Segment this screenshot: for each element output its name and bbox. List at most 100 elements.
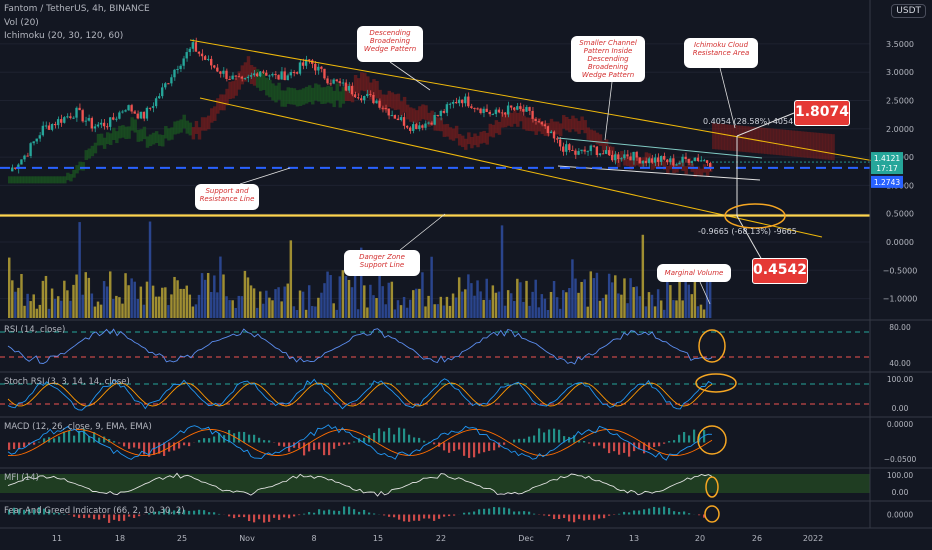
ichimoku-cloud-segment [669, 160, 673, 170]
volume-bar [690, 294, 694, 318]
note-marginal-volume[interactable]: Marginal Volume [657, 264, 731, 282]
candle-body [38, 135, 41, 139]
histogram-bar [53, 512, 56, 515]
candle-body [295, 72, 299, 74]
candle-body [506, 105, 510, 115]
note-smaller-channel[interactable]: Smaller Channel Pattern Inside Descendin… [571, 36, 645, 82]
histogram-bar [488, 508, 491, 515]
ichimoku-cloud-segment [727, 124, 731, 151]
candle-body [14, 167, 17, 169]
volume-legend[interactable]: Vol (20) [4, 18, 39, 28]
volume-bar [369, 284, 372, 318]
volume-bar [23, 305, 26, 318]
histogram-bar [658, 442, 661, 447]
histogram-bar [433, 442, 436, 445]
indicator-highlight-circle[interactable] [697, 425, 727, 455]
histogram-bar [163, 442, 166, 456]
ichimoku-cloud-segment [292, 88, 297, 105]
volume-bar [347, 279, 351, 318]
histogram-bar [243, 431, 246, 443]
candle-body [424, 123, 427, 128]
histogram-bar [93, 514, 96, 520]
ichimoku-cloud-segment [353, 74, 358, 93]
note-danger-zone[interactable]: Danger Zone Support Line [344, 250, 420, 276]
volume-bar [69, 300, 72, 318]
volume-bar [145, 281, 149, 318]
note-support-resistance[interactable]: Support and Resistance Line [195, 184, 259, 210]
ichimoku-cloud-segment [20, 176, 24, 184]
histogram-bar [503, 442, 506, 445]
note-descending-wedge[interactable]: Descending Broadening Wedge Pattern [357, 26, 423, 62]
ichimoku-cloud-segment [595, 132, 600, 145]
histogram-bar [153, 511, 156, 515]
volume-bar [182, 288, 185, 318]
histogram-bar [338, 442, 341, 446]
candle-body [549, 131, 553, 134]
indicator-highlight-circle[interactable] [704, 505, 720, 523]
target-up-label[interactable]: 1.8074 [794, 100, 850, 126]
candle-body [436, 114, 439, 116]
candle-body [341, 82, 344, 84]
channel-lower-line[interactable] [557, 165, 761, 181]
ichimoku-cloud-segment [408, 107, 413, 122]
ichimoku-cloud-segment [448, 127, 453, 140]
ichimoku-cloud-segment [494, 120, 499, 134]
volume-bar [693, 276, 697, 318]
currency-badge[interactable]: USDT [891, 4, 926, 18]
ichimoku-cloud-segment [623, 156, 627, 166]
volume-bar [402, 296, 406, 318]
histogram-bar [248, 434, 251, 443]
indicator-highlight-circle[interactable] [695, 373, 737, 393]
wedge-upper-line[interactable] [189, 39, 881, 163]
ichimoku-cloud-segment [32, 176, 36, 184]
indicator-highlight-circle[interactable] [698, 329, 726, 363]
channel-upper-line[interactable] [557, 137, 763, 159]
ichimoku-cloud-segment [764, 127, 768, 154]
volume-bar [53, 298, 57, 318]
ichimoku-cloud-segment [38, 176, 43, 184]
histogram-bar [473, 442, 476, 458]
histogram-bar [283, 442, 286, 447]
ichimoku-cloud-segment [712, 123, 716, 150]
ichimoku-cloud-segment [525, 117, 529, 131]
volume-bar [213, 275, 216, 318]
candle-body [213, 65, 216, 68]
indicator-highlight-circle[interactable] [705, 476, 719, 498]
volume-bar [72, 284, 75, 318]
volume-bar [102, 281, 106, 318]
histogram-bar [698, 434, 701, 443]
ichimoku-legend[interactable]: Ichimoku (20, 30, 120, 60) [4, 31, 124, 41]
volume-bar [32, 294, 35, 318]
candle-body [620, 158, 623, 160]
histogram-bar [18, 509, 21, 515]
candle-body [708, 162, 712, 168]
target-down-label[interactable]: 0.4542 [752, 258, 808, 284]
ichimoku-cloud-segment [130, 117, 134, 131]
volume-bar [614, 275, 617, 318]
candle-body [503, 112, 507, 115]
candle-body [105, 126, 109, 128]
histogram-bar [273, 514, 276, 518]
ichimoku-cloud-segment [816, 132, 820, 159]
volume-bar [537, 307, 540, 318]
ichimoku-cloud-segment [329, 86, 333, 104]
ichimoku-cloud-segment [568, 119, 572, 133]
candle-body [663, 155, 666, 160]
histogram-bar [283, 514, 286, 518]
ichimoku-cloud-segment [571, 115, 575, 130]
candle-body [537, 121, 540, 123]
ichimoku-cloud-segment [788, 130, 792, 157]
wedge-lower-line[interactable] [199, 97, 823, 238]
ichimoku-cloud-segment [562, 115, 566, 129]
candle-body [601, 153, 605, 155]
histogram-bar [98, 437, 101, 443]
note-ichimoku-resistance[interactable]: Ichimoku Cloud Resistance Area [684, 38, 758, 68]
histogram-bar [233, 433, 236, 443]
ichimoku-cloud-segment [666, 165, 670, 175]
danger-highlight-circle[interactable] [724, 203, 786, 229]
ichimoku-cloud-segment [23, 176, 27, 184]
ichimoku-cloud-segment [482, 130, 486, 143]
ichimoku-cloud-segment [831, 134, 835, 161]
histogram-bar [683, 432, 686, 443]
